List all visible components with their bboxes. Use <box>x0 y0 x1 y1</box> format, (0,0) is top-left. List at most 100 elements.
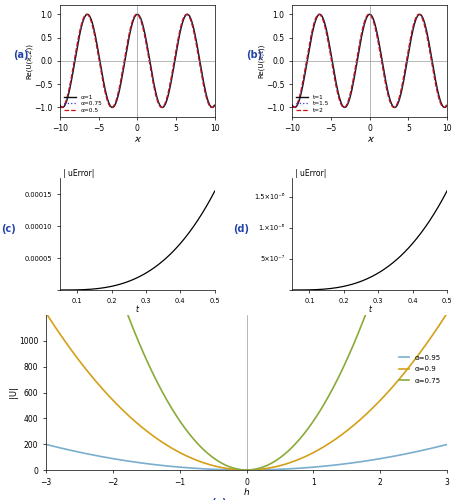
α=0.95 <box>359 458 365 464</box>
α=0.5 <box>212 100 218 106</box>
α=0.95 <box>43 442 49 448</box>
t=1.5 <box>440 104 446 110</box>
α=0.75 <box>144 356 149 362</box>
α=1 <box>85 12 90 18</box>
Line: t=1.5: t=1.5 <box>292 14 447 108</box>
t=1 <box>297 94 303 100</box>
α=0.75 <box>133 12 138 18</box>
Line: α=1: α=1 <box>60 14 215 108</box>
t=2 <box>297 90 303 96</box>
α=0.75 <box>65 92 71 98</box>
α=0.5 <box>184 12 189 18</box>
Legend: α=0.95, α=0.9, α=0.75: α=0.95, α=0.9, α=0.75 <box>396 352 443 386</box>
Text: (b): (b) <box>246 50 262 60</box>
X-axis label: h: h <box>244 488 249 497</box>
α=1 <box>207 103 213 109</box>
X-axis label: ϰ: ϰ <box>366 135 373 144</box>
t=2 <box>416 12 422 18</box>
α=0.95 <box>433 444 438 450</box>
t=1 <box>361 24 366 30</box>
α=0.75 <box>207 104 213 110</box>
Line: t=2: t=2 <box>292 14 447 108</box>
α=1 <box>129 24 134 30</box>
α=0.5 <box>208 104 213 110</box>
t=2 <box>291 104 297 110</box>
Text: (e): (e) <box>211 498 226 500</box>
α=0.95 <box>244 467 249 473</box>
t=2 <box>440 104 445 110</box>
α=0.95 <box>433 444 438 450</box>
α=0.5 <box>129 22 134 28</box>
Text: (c): (c) <box>1 224 16 234</box>
α=0.9 <box>217 464 222 470</box>
α=1 <box>57 102 63 108</box>
α=0.9 <box>152 434 158 440</box>
α=1 <box>208 103 213 109</box>
α=0.75 <box>195 440 200 446</box>
t=1.5 <box>342 104 347 110</box>
α=0.75 <box>336 374 341 380</box>
t=1 <box>317 12 323 18</box>
t=1.5 <box>412 20 417 26</box>
α=1 <box>65 94 71 100</box>
X-axis label: t: t <box>136 305 139 314</box>
t=1.5 <box>444 102 450 107</box>
α=0.9 <box>84 368 89 374</box>
Y-axis label: Re(U(ϰ,t)): Re(U(ϰ,t)) <box>258 44 265 78</box>
α=1 <box>110 104 115 110</box>
α=0.95 <box>238 467 244 473</box>
α=0.9 <box>292 458 297 464</box>
α=0.5 <box>207 104 213 110</box>
Legend: t=1, t=1.5, t=2: t=1, t=1.5, t=2 <box>295 94 330 114</box>
Y-axis label: Re(U(ϰ,2)): Re(U(ϰ,2)) <box>26 43 32 79</box>
α=0.75 <box>237 466 242 472</box>
α=0.9 <box>443 312 449 318</box>
α=0.75 <box>244 467 249 473</box>
t=2 <box>440 104 446 110</box>
Line: α=0.75: α=0.75 <box>128 316 365 470</box>
X-axis label: t: t <box>368 305 371 314</box>
α=0.95 <box>64 446 69 452</box>
α=1 <box>212 102 218 108</box>
t=2 <box>365 12 371 18</box>
α=1 <box>133 12 138 18</box>
Text: (a): (a) <box>13 50 29 60</box>
Line: α=0.95: α=0.95 <box>46 444 447 470</box>
t=1 <box>365 12 371 18</box>
α=0.75 <box>362 312 368 318</box>
Text: | uError|: | uError| <box>296 169 327 178</box>
t=1 <box>342 104 348 110</box>
Line: α=0.9: α=0.9 <box>47 316 446 470</box>
Line: α=0.5: α=0.5 <box>60 14 215 108</box>
α=0.9 <box>390 384 396 390</box>
α=0.75 <box>230 464 235 470</box>
α=0.5 <box>133 12 138 18</box>
t=1.5 <box>361 23 366 29</box>
α=0.5 <box>59 104 65 110</box>
Text: | uError|: | uError| <box>63 169 95 178</box>
α=1 <box>179 22 185 28</box>
Y-axis label: |U|: |U| <box>9 386 18 398</box>
t=1.5 <box>440 104 445 110</box>
X-axis label: ϰ: ϰ <box>134 135 141 144</box>
α=0.75 <box>207 104 213 110</box>
α=0.95 <box>444 442 450 448</box>
t=2 <box>412 19 417 25</box>
t=2 <box>361 22 366 28</box>
t=1.5 <box>290 103 295 109</box>
α=0.75 <box>129 23 134 29</box>
t=1 <box>440 103 445 109</box>
t=2 <box>290 104 295 110</box>
Text: (d): (d) <box>233 224 249 234</box>
α=0.5 <box>57 104 63 110</box>
t=1 <box>444 102 450 108</box>
t=1.5 <box>297 92 303 98</box>
Line: t=1: t=1 <box>292 14 447 108</box>
Line: α=0.75: α=0.75 <box>60 14 215 108</box>
α=0.75 <box>125 312 131 318</box>
α=0.5 <box>179 19 185 25</box>
t=2 <box>444 100 450 106</box>
α=0.75 <box>212 102 218 107</box>
α=0.5 <box>65 91 71 97</box>
α=0.75 <box>57 103 63 109</box>
